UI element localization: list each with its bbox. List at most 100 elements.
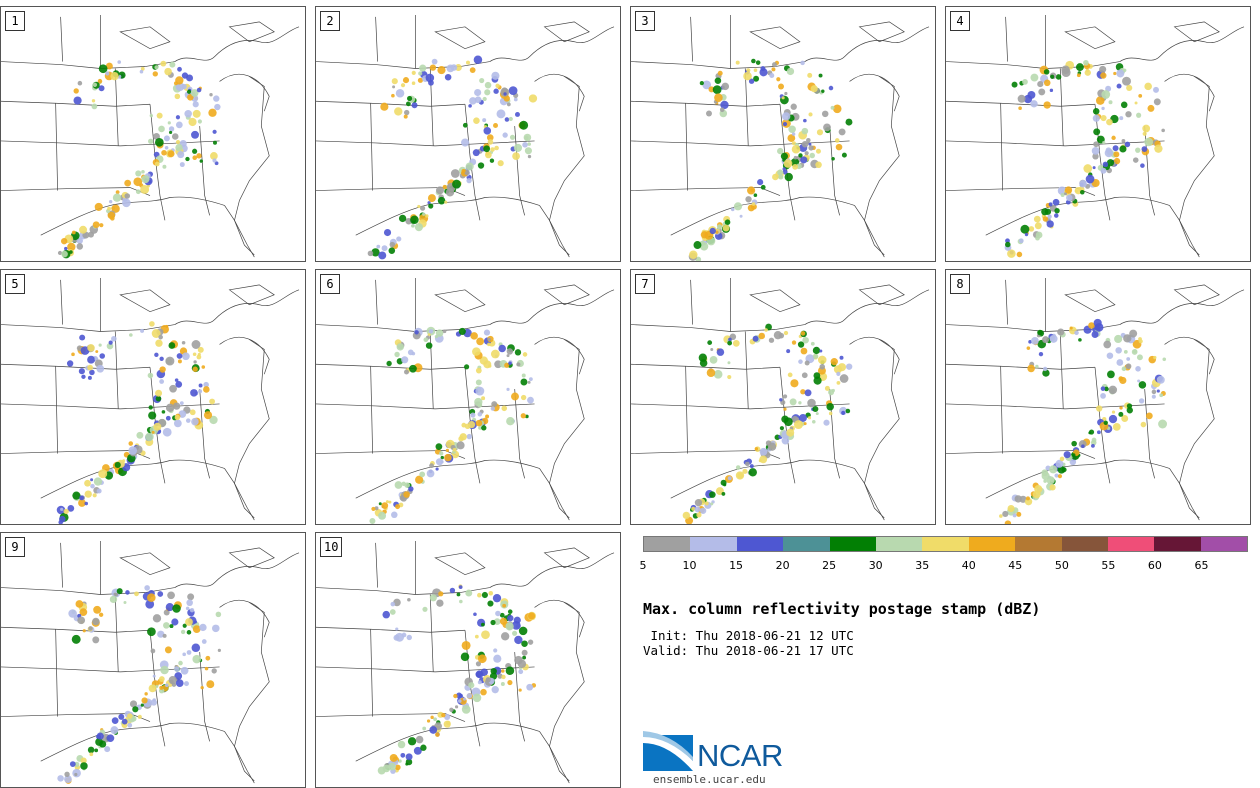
reflectivity-echo [389, 241, 396, 248]
reflectivity-echo [507, 609, 513, 614]
map-boundary [1169, 468, 1200, 521]
reflectivity-echo [135, 189, 141, 195]
reflectivity-echo [155, 339, 163, 347]
reflectivity-echo [105, 62, 113, 70]
reflectivity-echo [719, 107, 725, 113]
reflectivity-echo [1100, 72, 1107, 79]
colorbar-segment [1061, 537, 1108, 551]
reflectivity-echo [1030, 73, 1039, 82]
reflectivity-echo [396, 236, 402, 242]
reflectivity-echo [527, 142, 531, 146]
stamp-panel-7: 7 [630, 269, 936, 525]
reflectivity-echo [150, 648, 156, 654]
reflectivity-echo [397, 740, 406, 749]
reflectivity-echo [152, 71, 158, 77]
reflectivity-echo [419, 64, 427, 72]
reflectivity-echo [116, 588, 123, 595]
reflectivity-echo [473, 55, 483, 65]
reflectivity-echo [458, 327, 466, 335]
reflectivity-echo [514, 635, 523, 645]
reflectivity-echo [1118, 411, 1124, 417]
reflectivity-echo [499, 612, 505, 618]
reflectivity-echo [522, 352, 528, 357]
reflectivity-echo [1033, 215, 1041, 223]
reflectivity-echo [420, 744, 427, 751]
reflectivity-echo [1034, 222, 1042, 230]
map-boundary [946, 450, 1096, 459]
reflectivity-echo [1158, 419, 1168, 429]
reflectivity-echo [446, 720, 451, 726]
reflectivity-echo [1083, 59, 1089, 66]
reflectivity-echo [1156, 375, 1165, 384]
reflectivity-echo [391, 93, 395, 98]
reflectivity-echo [410, 215, 419, 224]
reflectivity-echo [110, 216, 115, 221]
reflectivity-echo [507, 679, 513, 686]
reflectivity-echo [105, 71, 110, 76]
reflectivity-echo [474, 397, 483, 407]
map-boundary [946, 363, 1096, 370]
reflectivity-echo [402, 77, 410, 84]
reflectivity-echo [487, 337, 491, 341]
reflectivity-echo [409, 364, 417, 373]
reflectivity-echo [191, 417, 199, 426]
reflectivity-echo [1066, 194, 1073, 202]
reflectivity-echo [139, 69, 144, 74]
reflectivity-echo [171, 618, 179, 626]
map-boundary [1, 100, 151, 107]
reflectivity-echo [1138, 381, 1147, 389]
reflectivity-echo [417, 204, 421, 209]
reflectivity-echo [1115, 347, 1122, 354]
reflectivity-echo [79, 608, 88, 617]
reflectivity-echo [507, 614, 514, 622]
colorbar-tick-label: 25 [822, 559, 837, 572]
reflectivity-echo [147, 627, 156, 637]
reflectivity-echo [145, 599, 155, 609]
reflectivity-echo [66, 360, 74, 367]
reflectivity-echo [1111, 135, 1116, 141]
reflectivity-echo [727, 374, 732, 380]
reflectivity-echo [111, 204, 120, 213]
colorbar-segment [1154, 537, 1201, 551]
reflectivity-echo [99, 353, 106, 359]
reflectivity-echo [175, 121, 183, 129]
reflectivity-echo [1071, 453, 1076, 458]
reflectivity-echo [413, 746, 422, 755]
reflectivity-echo [1054, 473, 1059, 478]
reflectivity-echo [498, 344, 506, 353]
reflectivity-echo [420, 205, 426, 211]
reflectivity-echo [780, 152, 788, 160]
reflectivity-echo [71, 230, 76, 235]
reflectivity-echo [437, 66, 446, 75]
reflectivity-echo [490, 619, 496, 626]
reflectivity-echo [162, 164, 167, 169]
reflectivity-echo [520, 394, 527, 401]
reflectivity-echo [95, 738, 103, 746]
reflectivity-echo [172, 402, 181, 410]
map-boundary [1000, 14, 1064, 191]
reflectivity-echo [506, 102, 511, 107]
reflectivity-echo [1111, 410, 1116, 414]
reflectivity-echo [407, 349, 414, 356]
map-boundary [1119, 26, 1245, 62]
map-boundary [543, 284, 590, 306]
stamp-panel-8: 8 [945, 269, 1251, 525]
reflectivity-echo [211, 668, 217, 674]
reflectivity-echo [1046, 220, 1054, 228]
reflectivity-echo [1138, 339, 1143, 344]
map-boundary [1173, 21, 1220, 43]
reflectivity-echo [696, 512, 702, 518]
reflectivity-echo [1026, 346, 1031, 350]
map-boundary [543, 547, 590, 569]
map-boundary [514, 389, 525, 479]
reflectivity-echo [474, 634, 479, 639]
reflectivity-echo [815, 412, 819, 416]
reflectivity-echo [382, 610, 391, 619]
reflectivity-echo [527, 639, 534, 645]
reflectivity-echo [504, 117, 510, 122]
reflectivity-echo [490, 349, 500, 359]
reflectivity-echo [804, 151, 809, 156]
reflectivity-echo [73, 96, 82, 105]
reflectivity-echo [159, 366, 166, 373]
reflectivity-echo [798, 359, 803, 364]
